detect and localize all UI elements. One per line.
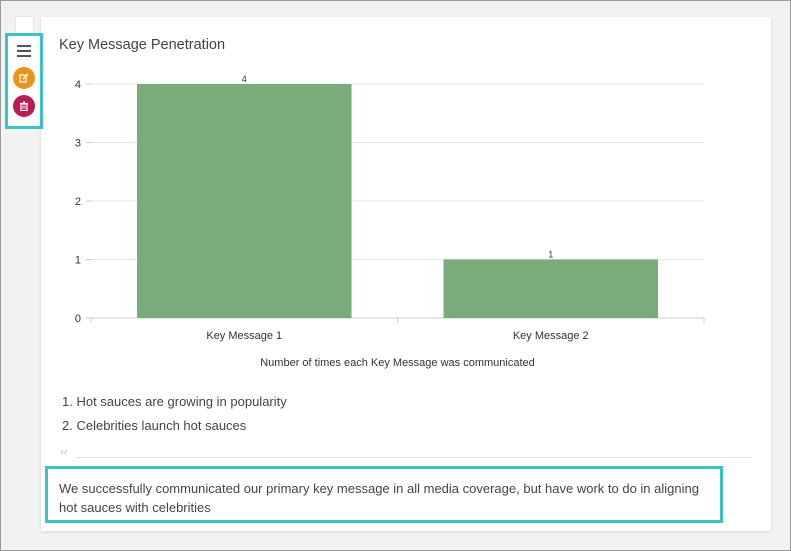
- data-label: 4: [242, 74, 247, 84]
- widget-toolbar: [5, 33, 43, 129]
- bar-1: [136, 84, 352, 318]
- key-points-list: 1. Hot sauces are growing in popularity …: [62, 392, 287, 440]
- x-tick-label: Key Message 1: [206, 330, 282, 342]
- edit-button[interactable]: [13, 67, 35, 89]
- summary-textarea[interactable]: We successfully communicated our primary…: [45, 466, 723, 523]
- trash-icon: [20, 101, 28, 111]
- y-tick-label: 1: [75, 255, 81, 267]
- quote-icon: “: [59, 447, 69, 468]
- hamburger-menu-icon[interactable]: [17, 45, 31, 57]
- data-label: 1: [548, 250, 553, 260]
- x-tick-label: Key Message 2: [513, 330, 589, 342]
- key-point-1: Hot sauces are growing in popularity: [76, 394, 287, 409]
- y-tick-label: 4: [75, 79, 81, 91]
- y-tick-label: 0: [75, 313, 81, 325]
- list-item: 1. Hot sauces are growing in popularity: [62, 394, 287, 409]
- chart-title: Key Message Penetration: [59, 37, 226, 53]
- key-point-2: Celebrities launch hot sauces: [76, 418, 247, 433]
- list-item: 2. Celebrities launch hot sauces: [62, 418, 247, 433]
- bar-2: [443, 259, 659, 318]
- x-axis-title: Number of times each Key Message was com…: [260, 357, 535, 369]
- toolbar-tab: [16, 17, 33, 33]
- summary-text: We successfully communicated our primary…: [59, 481, 699, 515]
- y-tick-label: 2: [75, 196, 81, 208]
- pencil-edit-icon: [19, 73, 29, 83]
- delete-button[interactable]: [13, 95, 35, 117]
- y-tick-label: 3: [75, 138, 81, 150]
- quote-divider: [76, 457, 751, 458]
